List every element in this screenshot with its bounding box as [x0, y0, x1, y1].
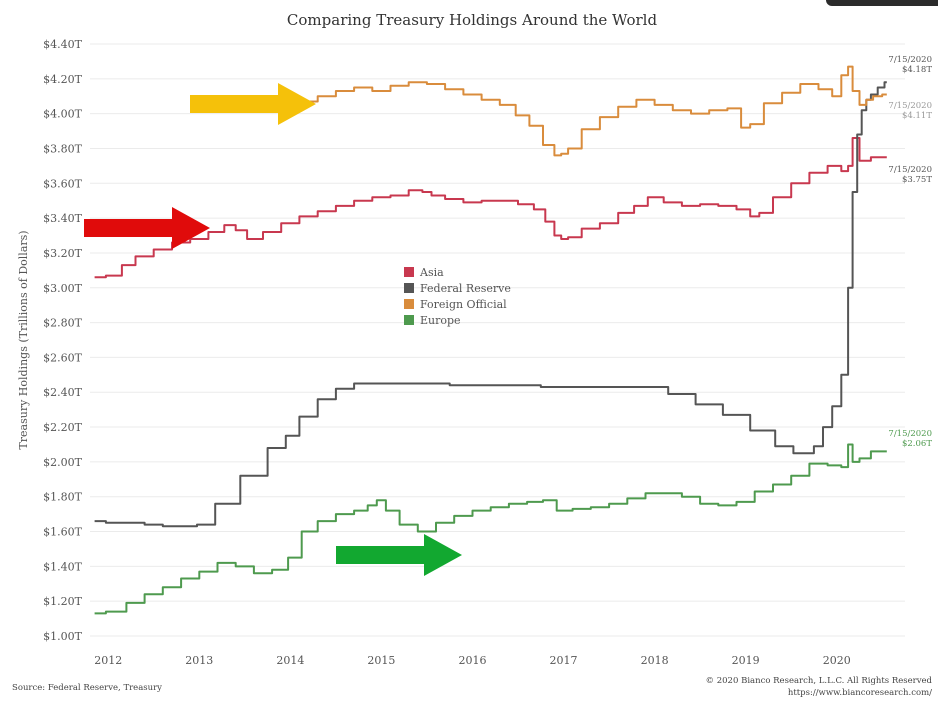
grid-layer [90, 43, 905, 637]
series-layer [94, 65, 887, 615]
series-line-federal-reserve [94, 81, 887, 528]
x-axis-ticks: 2012 2013 2014 2015 2016 2017 2018 2019 2020 [94, 654, 850, 667]
legend: Asia Federal Reserve Foreign Official Europ… [404, 266, 511, 327]
x-tick-label: 2017 [550, 654, 578, 667]
x-tick-label: 2015 [367, 654, 395, 667]
y-tick-label: $2.20T [43, 421, 82, 434]
legend-swatch-europe [404, 315, 414, 325]
end-date-europe: 7/15/2020 [888, 429, 932, 439]
x-tick-label: 2016 [458, 654, 486, 667]
x-tick-label: 2020 [823, 654, 851, 667]
legend-label-europe: Europe [420, 314, 461, 327]
legend-label-federal-reserve: Federal Reserve [420, 282, 511, 295]
y-tick-label: $4.40T [43, 38, 82, 51]
series-line-europe [94, 443, 887, 615]
copyright-note: © 2020 Bianco Research, L.L.C. All Right… [706, 676, 933, 686]
y-tick-label: $3.00T [43, 282, 82, 295]
legend-label-asia: Asia [419, 266, 444, 279]
y-axis-ticks: $1.00T $1.20T $1.40T $1.60T $1.80T $2.00T $2.2… [43, 38, 82, 643]
source-note: Source: Federal Reserve, Treasury [12, 683, 162, 693]
end-value-asia: $3.75T [902, 175, 932, 185]
y-tick-label: $4.20T [43, 73, 82, 86]
end-annotations: 7/15/2020$4.18T7/15/2020$4.11T7/15/2020$… [888, 55, 932, 449]
x-tick-label: 2018 [641, 654, 669, 667]
series-line-asia [94, 137, 887, 279]
arrow-asia [84, 207, 210, 249]
y-tick-label: $2.00T [43, 456, 82, 469]
y-tick-label: $1.20T [43, 595, 82, 608]
arrow-foreign-official [190, 83, 316, 125]
series-line-foreign-official [290, 65, 887, 157]
end-value-foreign-official: $4.18T [902, 65, 932, 75]
y-tick-label: $1.40T [43, 560, 82, 573]
legend-swatch-foreign-official [404, 299, 414, 309]
x-tick-label: 2019 [732, 654, 760, 667]
y-tick-label: $1.80T [43, 491, 82, 504]
x-tick-label: 2013 [185, 654, 213, 667]
chart-title: Comparing Treasury Holdings Around the W… [287, 11, 658, 29]
y-axis-label: Treasury Holdings (Trillions of Dollars) [17, 230, 30, 449]
end-date-foreign-official: 7/15/2020 [888, 55, 932, 65]
window-edge-bar [826, 0, 938, 6]
y-tick-label: $2.60T [43, 351, 82, 364]
x-tick-label: 2012 [94, 654, 122, 667]
y-tick-label: $4.00T [43, 108, 82, 121]
end-value-federal-reserve: $4.11T [902, 111, 932, 121]
legend-label-foreign-official: Foreign Official [420, 298, 507, 311]
legend-swatch-asia [404, 267, 414, 277]
y-tick-label: $3.60T [43, 177, 82, 190]
y-tick-label: $2.80T [43, 317, 82, 330]
legend-swatch-federal-reserve [404, 283, 414, 293]
y-tick-label: $2.40T [43, 386, 82, 399]
end-date-federal-reserve: 7/15/2020 [888, 101, 932, 111]
y-tick-label: $1.60T [43, 526, 82, 539]
y-tick-label: $3.40T [43, 212, 82, 225]
y-tick-label: $3.80T [43, 142, 82, 155]
website-link[interactable]: https://www.biancoresearch.com/ [788, 688, 932, 698]
x-tick-label: 2014 [276, 654, 304, 667]
end-value-europe: $2.06T [902, 439, 932, 449]
y-tick-label: $1.00T [43, 630, 82, 643]
highlight-arrows [84, 83, 462, 576]
y-tick-label: $3.20T [43, 247, 82, 260]
arrow-europe [336, 534, 462, 576]
end-date-asia: 7/15/2020 [888, 165, 932, 175]
